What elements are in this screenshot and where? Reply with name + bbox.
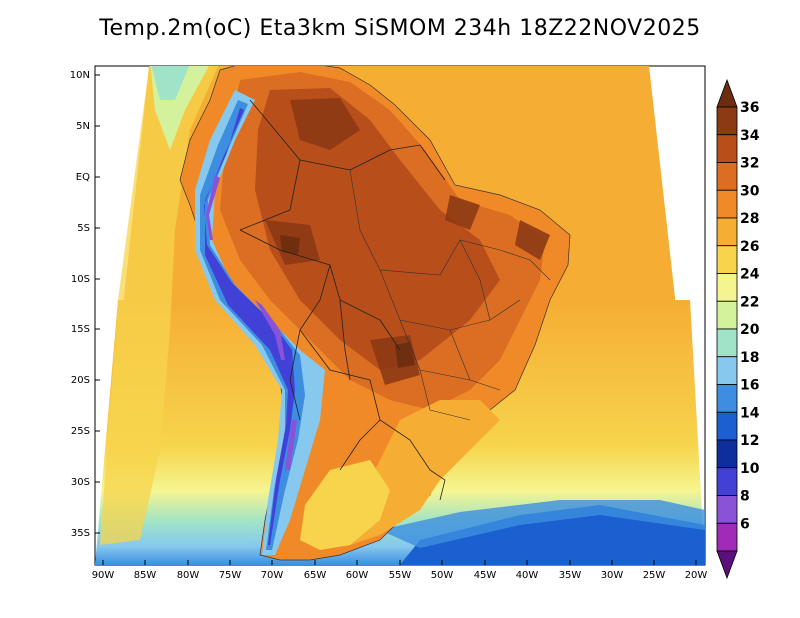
very-hot-interior — [255, 88, 500, 370]
lon-label: 60W — [346, 570, 369, 581]
colorbar-label: 24 — [740, 267, 760, 283]
lon-label: 20W — [685, 570, 708, 581]
lon-label: 55W — [389, 570, 412, 581]
colorbar-label: 22 — [740, 294, 759, 310]
pampas-mild — [300, 460, 390, 550]
lat-label: 5S — [77, 223, 90, 234]
lat-label: 20S — [71, 375, 90, 386]
south-atlantic-cool — [380, 500, 705, 548]
lon-label: 40W — [516, 570, 539, 581]
lon-label: 80W — [177, 570, 200, 581]
colorbar-swatch — [716, 411, 738, 441]
lon-label: 45W — [474, 570, 497, 581]
colorbar-swatch — [716, 439, 738, 469]
colorbar-swatch — [716, 162, 738, 191]
pacific-cold-spot — [150, 66, 190, 100]
lat-label: 30S — [71, 477, 90, 488]
lon-label: 35W — [559, 570, 582, 581]
colorbar-swatch — [716, 495, 738, 524]
lat-label: 15S — [71, 324, 90, 335]
colorbar-label: 20 — [740, 322, 760, 338]
state-borders — [349, 169, 551, 421]
colorbar-label: 12 — [740, 433, 759, 449]
lat-label: 10S — [71, 274, 90, 285]
lon-label: 90W — [92, 570, 115, 581]
extreme-hot-spot — [280, 235, 415, 368]
colorbar: 36 34 32 30 28 26 24 22 20 18 16 14 12 10 8 6 — [716, 78, 760, 580]
colorbar-label: 26 — [740, 239, 759, 255]
lon-label: 65W — [304, 570, 327, 581]
lon-label: 30W — [601, 570, 624, 581]
colorbar-bottom-arrow — [716, 550, 738, 580]
south-atlantic-cold — [400, 505, 705, 565]
colorbar-swatch — [716, 300, 738, 330]
latitude-axis: 10N 5N EQ 5S 10S 15S 20S 25S 30S 35S — [70, 70, 100, 539]
colorbar-label: 10 — [740, 461, 760, 477]
colorbar-swatch — [716, 217, 738, 247]
colorbar-swatch — [716, 134, 738, 163]
colorbar-label: 36 — [740, 100, 759, 116]
colorbar-label: 30 — [740, 183, 760, 199]
colorbar-swatch — [716, 467, 738, 496]
lat-label: 10N — [70, 70, 90, 81]
colorbar-label: 32 — [740, 156, 759, 172]
colorbar-swatch — [716, 384, 738, 413]
colorbar-swatch — [716, 245, 738, 274]
colorbar-label: 34 — [740, 128, 760, 144]
lat-label: 5N — [76, 121, 90, 132]
map-title: Temp.2m(oC) Eta3km SiSMOM 234h 18Z22NOV2… — [99, 16, 701, 41]
colorbar-top-arrow — [716, 78, 738, 108]
country-borders — [239, 99, 446, 501]
southeast-cool — [350, 400, 500, 545]
colorbar-swatch — [716, 189, 738, 219]
lat-label: 25S — [71, 426, 90, 437]
colorbar-label: 14 — [740, 405, 760, 421]
lon-label: 75W — [219, 570, 242, 581]
colorbar-label: 16 — [740, 378, 759, 394]
colorbar-label: 8 — [740, 489, 750, 505]
lon-label: 25W — [643, 570, 666, 581]
lat-label: EQ — [76, 172, 90, 183]
lon-label: 85W — [134, 570, 157, 581]
pacific-cool-tongue — [100, 66, 220, 545]
longitude-axis: 90W 85W 80W 75W 70W 65W 60W 55W 50W 45W … — [92, 560, 708, 581]
colorbar-label: 6 — [740, 516, 750, 532]
colorbar-label: 18 — [740, 350, 759, 366]
colorbar-swatch — [716, 522, 738, 552]
lon-label: 70W — [261, 570, 284, 581]
colorbar-swatch — [716, 273, 738, 302]
map-domain — [95, 66, 705, 565]
colorbar-label: 28 — [740, 211, 759, 227]
lon-label: 50W — [431, 570, 454, 581]
colorbar-swatch — [716, 356, 738, 385]
colorbar-swatch — [716, 106, 738, 136]
andes-very-cold — [204, 108, 295, 545]
lat-label: 35S — [71, 528, 90, 539]
colorbar-swatch — [716, 328, 738, 358]
